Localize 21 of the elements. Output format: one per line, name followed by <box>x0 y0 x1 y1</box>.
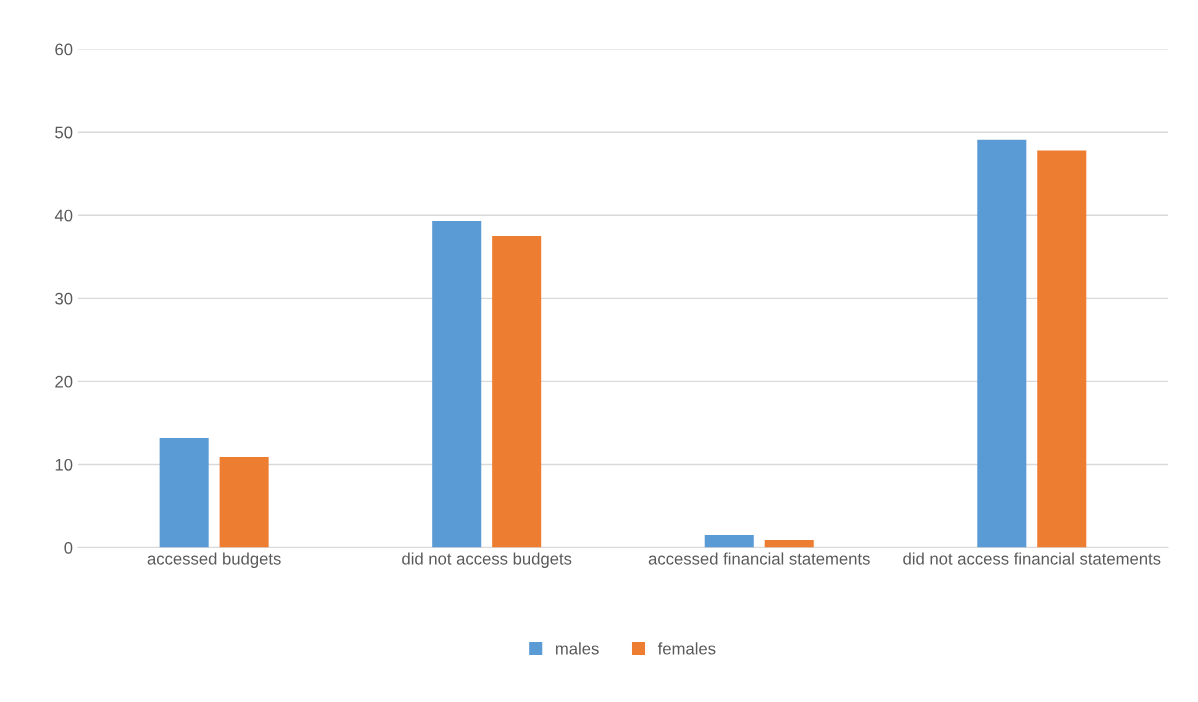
bar <box>219 457 269 548</box>
bar <box>704 535 754 548</box>
y-tick-label: 40 <box>54 209 73 222</box>
y-tick-label: 0 <box>64 541 73 554</box>
y-tick-label: 50 <box>55 126 73 139</box>
x-tick-label: did not access budgets <box>402 552 572 568</box>
y-tick-label: 60 <box>55 43 73 56</box>
legend-label: males <box>556 642 599 655</box>
bar <box>492 236 542 548</box>
x-tick-label: accessed budgets <box>147 552 281 568</box>
legend-label: females <box>657 642 716 655</box>
bar <box>432 221 482 548</box>
x-tick-label: did not access financial statements <box>903 552 1161 565</box>
bar <box>1037 150 1087 548</box>
x-tick-label: accessed financial statements <box>648 552 870 565</box>
bar <box>159 437 209 548</box>
bar <box>764 540 814 548</box>
y-tick-label: 20 <box>55 375 73 388</box>
y-tick-label: 10 <box>55 458 73 471</box>
bar <box>977 139 1027 548</box>
y-tick-label: 30 <box>55 292 73 305</box>
